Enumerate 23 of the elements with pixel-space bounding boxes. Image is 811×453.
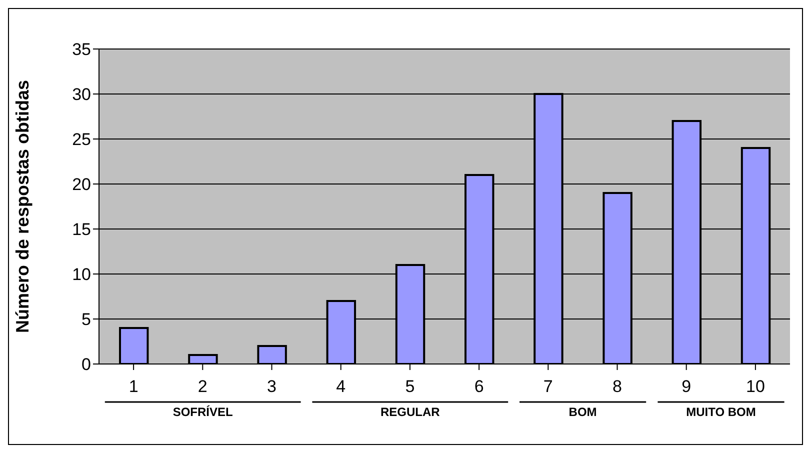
x-tick-label: 7 xyxy=(543,377,553,396)
x-tick-label: 1 xyxy=(128,377,138,396)
x-tick-label: 10 xyxy=(746,377,765,396)
y-tick-label: 35 xyxy=(72,40,91,60)
text: BOM xyxy=(568,405,597,419)
y-tick-label: 0 xyxy=(82,355,91,374)
y-tick-label: 20 xyxy=(72,175,91,194)
y-tick-label: 15 xyxy=(72,220,91,240)
x-tick-label: 6 xyxy=(474,377,484,396)
text: SOFRÍVEL xyxy=(172,405,233,419)
x-tick-label: 2 xyxy=(198,377,208,396)
text: MUITO BOM xyxy=(686,405,756,419)
y-tick-label: 5 xyxy=(82,310,91,330)
y-tick-label: 30 xyxy=(72,85,91,104)
x-tick-label: 5 xyxy=(405,377,415,396)
y-axis-title: Número de respostas obtidas xyxy=(12,80,32,334)
x-tick-label: 3 xyxy=(267,377,276,396)
x-tick-label: 4 xyxy=(336,377,346,396)
y-tick-label: 25 xyxy=(72,130,91,150)
text: REGULAR xyxy=(380,405,440,419)
x-tick-label: 9 xyxy=(682,377,692,396)
y-tick-label: 10 xyxy=(72,265,91,284)
x-tick-label: 8 xyxy=(612,377,622,396)
